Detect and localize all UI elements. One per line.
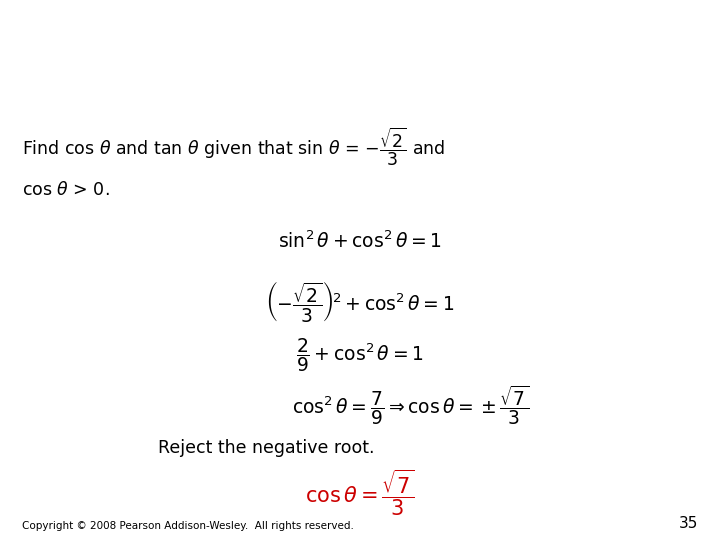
Text: $\sin^2\theta + \cos^2\theta = 1$: $\sin^2\theta + \cos^2\theta = 1$ <box>278 231 442 252</box>
Text: Copyright © 2008 Pearson Addison-Wesley.  All rights reserved.: Copyright © 2008 Pearson Addison-Wesley.… <box>22 522 354 531</box>
Text: (page 35): (page 35) <box>325 92 395 107</box>
Text: $\cos\theta = \dfrac{\sqrt{7}}{3}$: $\cos\theta = \dfrac{\sqrt{7}}{3}$ <box>305 468 415 518</box>
Text: Reject the negative root.: Reject the negative root. <box>158 438 374 457</box>
Text: Given One Value and the Quadrant: Given One Value and the Quadrant <box>142 52 578 72</box>
Text: cos $\theta$ > 0.: cos $\theta$ > 0. <box>22 181 109 199</box>
Text: $\left(-\dfrac{\sqrt{2}}{3}\right)^{\!2} + \cos^2\theta = 1$: $\left(-\dfrac{\sqrt{2}}{3}\right)^{\!2}… <box>266 279 454 324</box>
Text: $\cos^2\theta = \dfrac{7}{9} \Rightarrow \cos\theta = \pm\dfrac{\sqrt{7}}{3}$: $\cos^2\theta = \dfrac{7}{9} \Rightarrow… <box>292 383 529 427</box>
Text: Find cos $\theta$ and tan $\theta$ given that sin $\theta$ = $-\dfrac{\sqrt{2}}{: Find cos $\theta$ and tan $\theta$ given… <box>22 126 445 168</box>
Text: 1.4 Example 6  Finding Other Function Values: 1.4 Example 6 Finding Other Function Val… <box>74 12 646 32</box>
Text: 35: 35 <box>679 516 698 531</box>
Text: $\dfrac{2}{9} + \cos^2\theta = 1$: $\dfrac{2}{9} + \cos^2\theta = 1$ <box>296 336 424 374</box>
